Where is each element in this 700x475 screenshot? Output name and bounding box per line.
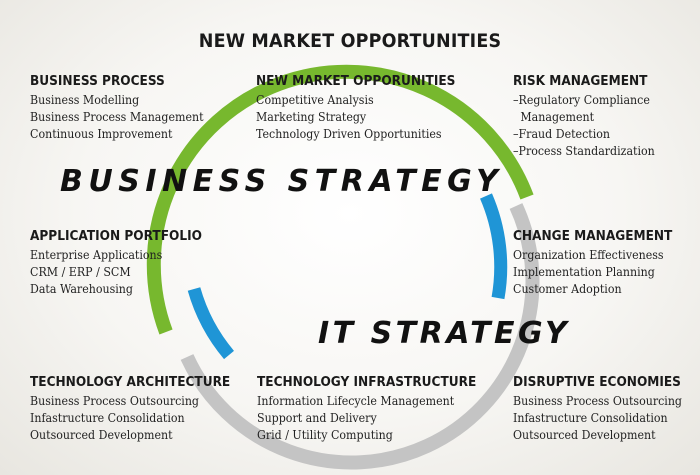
block-item: Continuous Improvement bbox=[30, 127, 173, 141]
block-heading: TECHNOLOGY ARCHITECTURE bbox=[30, 374, 231, 390]
block-heading: BUSINESS PROCESS bbox=[30, 73, 165, 89]
application-portfolio-block: APPLICATION PORTFOLIO Enterprise Applica… bbox=[30, 228, 221, 298]
business-strategy-ring bbox=[146, 64, 534, 335]
it-strategy-ring bbox=[180, 203, 540, 470]
block-item: Competitive Analysis bbox=[256, 93, 374, 107]
block-item: Outsourced Development bbox=[513, 428, 656, 442]
block-item: –Process Standardization bbox=[513, 144, 655, 158]
block-item: Infastructure Consolidation bbox=[513, 411, 668, 425]
block-heading: APPLICATION PORTFOLIO bbox=[30, 228, 202, 244]
block-item: Business Process Management bbox=[30, 110, 204, 124]
risk-management-block: RISK MANAGEMENT –Regulatory Compliance M… bbox=[513, 73, 667, 160]
new-market-block: NEW MARKET OPPORUNITIES Competitive Anal… bbox=[256, 73, 478, 143]
block-item: CRM / ERP / SCM bbox=[30, 265, 131, 279]
block-item: Business Process Outsourcing bbox=[30, 394, 200, 408]
block-item: Business Process Outsourcing bbox=[513, 394, 683, 408]
block-item: Business Modelling bbox=[30, 93, 140, 107]
block-item: Support and Delivery bbox=[257, 411, 377, 425]
disruptive-economies-block: DISRUPTIVE ECONOMIES Business Process Ou… bbox=[513, 374, 700, 444]
block-heading: CHANGE MANAGEMENT bbox=[513, 228, 673, 244]
block-heading: NEW MARKET OPPORUNITIES bbox=[256, 73, 456, 89]
connector-arc-left bbox=[187, 287, 235, 360]
business-strategy-label: BUSINESS STRATEGY bbox=[60, 164, 504, 199]
block-heading: DISRUPTIVE ECONOMIES bbox=[513, 374, 681, 390]
block-item: Infastructure Consolidation bbox=[30, 411, 185, 425]
business-process-block: BUSINESS PROCESS Business Modelling Busi… bbox=[30, 73, 219, 143]
page-title: NEW MARKET OPPORTUNITIES bbox=[198, 30, 502, 52]
block-item: Organization Effectiveness bbox=[513, 248, 664, 262]
block-item: Outsourced Development bbox=[30, 428, 173, 442]
block-heading: RISK MANAGEMENT bbox=[513, 73, 648, 89]
connector-arc-right bbox=[480, 193, 508, 300]
block-item: –Regulatory Compliance bbox=[513, 93, 650, 107]
technology-architecture-block: TECHNOLOGY ARCHITECTURE Business Process… bbox=[30, 374, 252, 444]
block-item: Management bbox=[520, 110, 595, 124]
block-heading: TECHNOLOGY INFRASTRUCTURE bbox=[257, 374, 477, 390]
technology-infrastructure-block: TECHNOLOGY INFRASTRUCTURE Information Li… bbox=[257, 374, 501, 444]
it-strategy-label: IT STRATEGY bbox=[318, 316, 571, 351]
block-item: Marketing Strategy bbox=[256, 110, 367, 124]
block-item: Customer Adoption bbox=[513, 282, 622, 296]
change-management-block: CHANGE MANAGEMENT Organization Effective… bbox=[513, 228, 690, 298]
block-item: Grid / Utility Computing bbox=[257, 428, 393, 442]
block-item: Data Warehousing bbox=[30, 282, 133, 296]
block-item: Implementation Planning bbox=[513, 265, 655, 279]
block-item: –Fraud Detection bbox=[513, 127, 610, 141]
block-item: Enterprise Applications bbox=[30, 248, 163, 262]
block-item: Technology Driven Opportunities bbox=[256, 127, 442, 141]
block-item: Information Lifecycle Management bbox=[257, 394, 455, 408]
